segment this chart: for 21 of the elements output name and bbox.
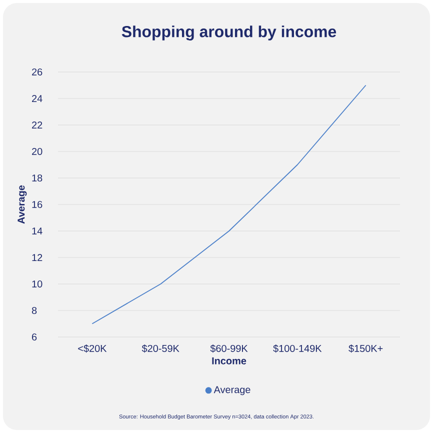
y-tick-label: 22 <box>32 122 42 128</box>
x-tick-label: $100-149K <box>273 344 322 353</box>
x-axis-title: Income <box>212 357 246 364</box>
chart-title: Shopping around by income <box>122 26 336 40</box>
x-tick-label: $150K+ <box>348 344 383 353</box>
y-tick-label: 20 <box>32 148 42 156</box>
x-tick-label: <$20K <box>78 344 107 353</box>
y-tick-label: 10 <box>32 280 42 288</box>
y-tick-label: 16 <box>32 200 42 208</box>
x-tick-label: $20-59K <box>142 344 180 353</box>
y-tick-label: 18 <box>32 174 42 182</box>
y-tick-label: 14 <box>32 228 42 234</box>
y-tick-label: 8 <box>32 306 37 314</box>
y-axis-title: Average <box>18 185 27 224</box>
y-tick-label: 26 <box>32 68 42 76</box>
y-tick-label: 12 <box>32 254 42 261</box>
line-series <box>92 84 366 324</box>
legend-label: Average <box>214 386 250 396</box>
y-tick-label: 24 <box>32 95 42 102</box>
x-tick-label: $60-99K <box>210 344 248 353</box>
y-tick-label: 6 <box>32 333 37 341</box>
